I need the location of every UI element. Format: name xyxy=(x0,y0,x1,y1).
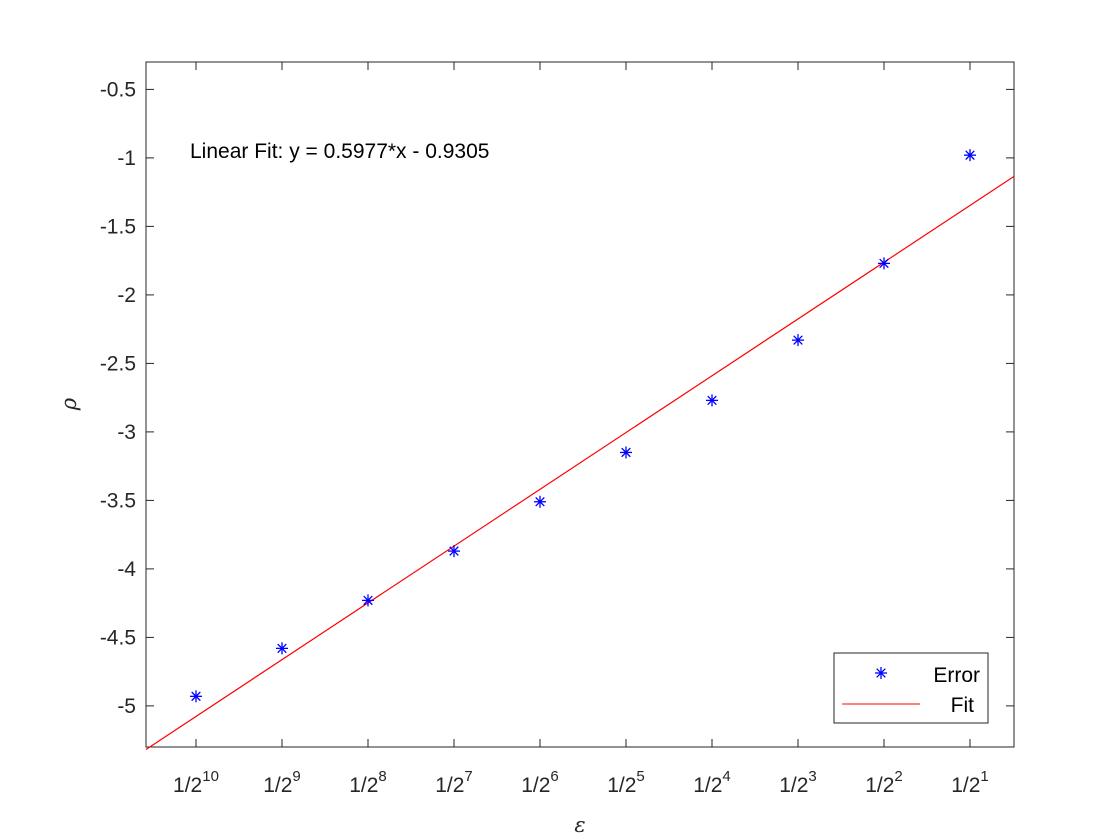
x-tick-label: 1/210 xyxy=(173,768,219,797)
x-tick-base: 1/2 xyxy=(173,774,202,797)
x-tick-label: 1/23 xyxy=(779,768,817,797)
marker-stroke xyxy=(621,447,631,458)
x-tick-exponent: 6 xyxy=(550,768,558,785)
x-tick-base: 1/2 xyxy=(521,774,550,797)
x-tick-base: 1/2 xyxy=(951,774,980,797)
legend-error-marker xyxy=(875,667,887,679)
error-point xyxy=(964,149,976,162)
x-tick-label: 1/29 xyxy=(263,768,301,797)
x-tick-label: 1/25 xyxy=(607,768,645,797)
plot-area xyxy=(145,61,1015,748)
marker-stroke xyxy=(876,668,886,678)
x-axis-ticks: 1/210 1/29 1/28 1/27 1/26 1/25 1/24 1/23 1/22 1/2… xyxy=(173,62,989,797)
x-tick-base: 1/2 xyxy=(263,774,292,797)
x-tick-exponent: 1 xyxy=(980,768,988,785)
y-tick-label: -4.5 xyxy=(100,626,136,649)
x-tick-label: 1/27 xyxy=(435,768,473,797)
y-tick-label: -3.5 xyxy=(100,489,136,512)
marker-stroke xyxy=(879,258,889,269)
x-axis-label: ε xyxy=(574,813,585,837)
y-tick-label: -1 xyxy=(117,147,136,170)
x-tick-exponent: 8 xyxy=(378,768,386,785)
y-tick-label: -5 xyxy=(117,695,136,718)
error-point xyxy=(620,446,632,459)
marker-stroke xyxy=(449,546,459,556)
error-point xyxy=(448,545,460,558)
x-tick-base: 1/2 xyxy=(607,774,636,797)
legend-box xyxy=(833,652,989,724)
x-tick-label: 1/24 xyxy=(693,768,731,797)
legend-error-label: Error xyxy=(933,664,980,687)
x-tick-base: 1/2 xyxy=(435,774,464,797)
y-tick-label: -2 xyxy=(117,284,136,307)
marker-stroke xyxy=(191,691,201,702)
error-point xyxy=(706,394,718,407)
error-point xyxy=(534,495,546,508)
marker-stroke xyxy=(363,595,373,606)
legend-error-symbol xyxy=(875,667,887,679)
x-tick-exponent: 5 xyxy=(636,768,644,785)
x-tick-base: 1/2 xyxy=(693,774,722,797)
x-tick-exponent: 10 xyxy=(202,768,219,785)
x-tick-label: 1/28 xyxy=(349,768,387,797)
error-point xyxy=(362,594,374,607)
x-tick-exponent: 9 xyxy=(292,768,300,785)
y-tick-label: -1.5 xyxy=(100,215,136,238)
annotation-text: Linear Fit: y = 0.5977*x - 0.9305 xyxy=(190,140,489,163)
x-tick-exponent: 4 xyxy=(722,768,730,785)
y-tick-label: -3 xyxy=(117,421,136,444)
x-tick-exponent: 3 xyxy=(808,768,816,785)
x-tick-label: 1/22 xyxy=(865,768,903,797)
fit-line xyxy=(145,175,1015,750)
marker-stroke xyxy=(707,395,717,406)
x-tick-exponent: 7 xyxy=(464,768,472,785)
x-tick-base: 1/2 xyxy=(349,774,378,797)
legend: Error Fit xyxy=(833,652,989,724)
x-tick-base: 1/2 xyxy=(779,774,808,797)
marker-stroke xyxy=(277,643,287,654)
marker-stroke xyxy=(535,496,545,507)
fit-line-layer xyxy=(145,175,1015,750)
error-markers-layer xyxy=(190,149,976,703)
error-point xyxy=(792,334,804,347)
x-tick-exponent: 2 xyxy=(894,768,902,785)
y-axis-ticks: -0.5 -1 -1.5 -2 -2.5 -3 -3.5 -4 -4.5 -5 xyxy=(100,78,1014,718)
x-tick-label: 1/21 xyxy=(951,768,989,797)
error-point xyxy=(878,257,890,270)
x-tick-base: 1/2 xyxy=(865,774,894,797)
error-point xyxy=(276,642,288,655)
y-tick-label: -2.5 xyxy=(100,352,136,375)
error-point xyxy=(190,690,202,703)
marker-stroke xyxy=(793,335,803,345)
y-tick-label: -0.5 xyxy=(100,78,136,101)
y-axis-label: ρ xyxy=(57,397,81,411)
marker-stroke xyxy=(965,150,975,160)
legend-fit-label: Fit xyxy=(951,694,974,717)
y-tick-label: -4 xyxy=(117,558,136,581)
x-tick-label: 1/26 xyxy=(521,768,559,797)
